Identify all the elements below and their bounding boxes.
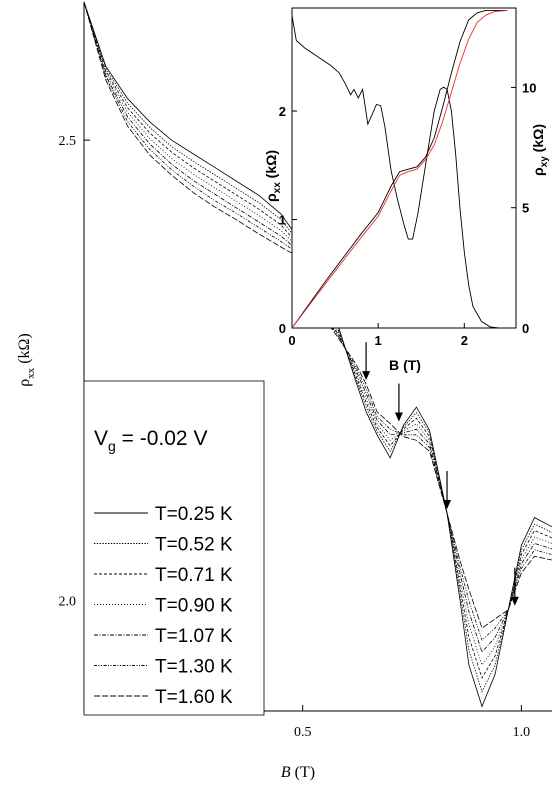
main-series-line-4 bbox=[83, 1, 552, 666]
main-series-line-5 bbox=[83, 1, 552, 653]
legend-label: T=0.25 K bbox=[155, 504, 233, 525]
main-x-axis-label: B (T) bbox=[281, 764, 315, 781]
main-y-tick-label: 2.0 bbox=[59, 595, 77, 610]
legend-label: T=0.90 K bbox=[155, 596, 233, 617]
main-x-tick-label: 0.5 bbox=[294, 725, 312, 740]
indicator-arrow-head bbox=[362, 371, 371, 381]
main-y-tick-label: 2.5 bbox=[59, 134, 77, 149]
legend-label: T=1.07 K bbox=[155, 626, 233, 647]
main-series-line-1 bbox=[83, 1, 552, 708]
main-series-line-2 bbox=[83, 1, 552, 693]
inset-left-tick-label: 2 bbox=[279, 104, 286, 119]
legend-box bbox=[83, 380, 265, 716]
inset-x-tick-label: 0 bbox=[288, 333, 295, 348]
indicator-arrow-head bbox=[510, 596, 519, 606]
main-x-tick-label: 1.0 bbox=[513, 725, 531, 740]
indicator-arrow-head bbox=[394, 412, 403, 422]
legend: T=0.25 K T=0.52 K T=0.71 K T=0.90 K T=1.07 K… bbox=[94, 504, 233, 708]
gate-voltage-annotation: Vg = -0.02 V bbox=[94, 427, 207, 454]
legend-label: T=1.30 K bbox=[155, 657, 233, 678]
main-series-line-7 bbox=[83, 1, 552, 629]
indicator-arrow-head bbox=[443, 500, 452, 510]
inset-series-line-2 bbox=[291, 9, 508, 329]
inset-x-tick-label: 1 bbox=[375, 333, 382, 348]
inset-series-group bbox=[291, 9, 508, 329]
inset-x-axis-label: B (T) bbox=[389, 357, 421, 373]
inset-right-tick-label: 0 bbox=[522, 321, 529, 336]
main-arrows bbox=[362, 342, 519, 606]
inset-frame bbox=[291, 7, 517, 329]
main-series-line-3 bbox=[83, 1, 552, 679]
legend-label: T=0.71 K bbox=[155, 565, 233, 586]
inset-left-tick-label: 0 bbox=[279, 321, 286, 336]
inset-right-tick-label: 10 bbox=[522, 80, 536, 95]
inset-axes: 0 1 2 0 1 2 0 5 10 bbox=[279, 7, 536, 348]
main-series-line-6 bbox=[83, 1, 552, 641]
inset-series-line-3 bbox=[291, 9, 508, 329]
main-series-group bbox=[83, 1, 552, 708]
inset-x-tick-label: 2 bbox=[461, 333, 468, 348]
inset-background bbox=[292, 3, 546, 328]
main-y-axis-label: ρxx (kΩ) bbox=[16, 333, 37, 387]
legend-label: T=0.52 K bbox=[155, 535, 233, 556]
legend-label: T=1.60 K bbox=[155, 687, 233, 708]
inset-left-axis-label: ρxx (kΩ) bbox=[263, 150, 283, 202]
inset-left-tick-label: 1 bbox=[279, 213, 286, 228]
inset-right-tick-label: 5 bbox=[522, 201, 529, 216]
inset-series-line-1 bbox=[291, 15, 508, 329]
inset-right-axis-label: ρxy (kΩ) bbox=[530, 124, 550, 176]
